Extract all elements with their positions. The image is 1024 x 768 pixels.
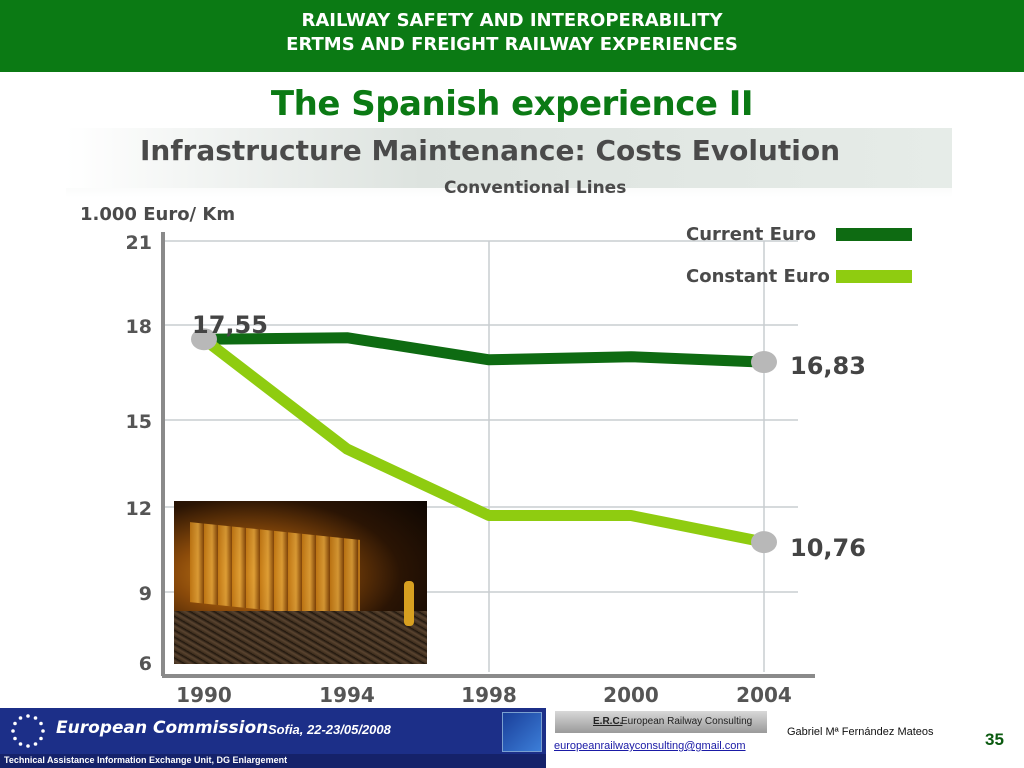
data-label: 16,83 [790, 352, 866, 380]
point-marker-start [191, 328, 217, 351]
track-maintenance-photo [174, 501, 427, 664]
point-marker-current-end [751, 351, 777, 374]
series-line-current-euro [198, 332, 770, 368]
chart-title-band [66, 128, 952, 188]
x-tick-label: 1998 [461, 683, 517, 707]
y-tick-label: 18 [126, 316, 152, 338]
data-label: 10,76 [790, 534, 866, 562]
y-tick-label: 21 [126, 232, 152, 254]
y-axis-label: 1.000 Euro/ Km [80, 204, 235, 225]
erc-full-name: European Railway Consulting [621, 716, 753, 727]
chart-title: Infrastructure Maintenance: Costs Evolut… [140, 134, 840, 167]
eu-flag-icon [502, 712, 542, 752]
legend-label: Current Euro [686, 224, 816, 245]
y-tick-label: 9 [139, 583, 152, 605]
erc-abbreviation: E.R.C. [593, 716, 623, 727]
organization-name: European Commission [56, 718, 269, 738]
chart-subtitle: Conventional Lines [444, 178, 626, 198]
data-label: 17,55 [192, 311, 268, 339]
author-name: Gabriel Mª Fernández Mateos [787, 726, 934, 738]
x-tick-label: 2004 [736, 683, 792, 707]
series-line-constant-euro [198, 333, 770, 548]
event-place-date: Sofia, 22-23/05/2008 [268, 722, 391, 737]
eu-stars-icon [11, 714, 45, 748]
unit-name: Technical Assistance Information Exchang… [4, 755, 288, 765]
header-line-2: ERTMS AND FREIGHT RAILWAY EXPERIENCES [286, 34, 738, 55]
european-commission-banner: European Commission Sofia, 22-23/05/2008 [0, 708, 546, 754]
page-number: 35 [985, 730, 1004, 749]
x-tick-label: 1990 [176, 683, 232, 707]
y-tick-label: 12 [126, 498, 152, 520]
slide-header: RAILWAY SAFETY AND INTEROPERABILITY ERTM… [0, 0, 1024, 72]
y-tick-label: 6 [139, 653, 152, 675]
legend-swatch [836, 228, 912, 241]
legend-swatch [836, 270, 912, 283]
legend-label: Constant Euro [686, 266, 830, 287]
slide-title: The Spanish experience II [270, 84, 754, 124]
point-marker-constant-end [751, 531, 777, 554]
unit-strip: Technical Assistance Information Exchang… [0, 754, 546, 768]
contact-email-link[interactable]: europeanrailwayconsulting@gmail.com [554, 740, 746, 752]
header-line-1: RAILWAY SAFETY AND INTEROPERABILITY [301, 10, 723, 31]
y-tick-label: 15 [126, 411, 152, 433]
erc-logo-bar: E.R.C. European Railway Consulting [555, 711, 767, 733]
x-tick-label: 1994 [319, 683, 375, 707]
x-tick-label: 2000 [603, 683, 659, 707]
